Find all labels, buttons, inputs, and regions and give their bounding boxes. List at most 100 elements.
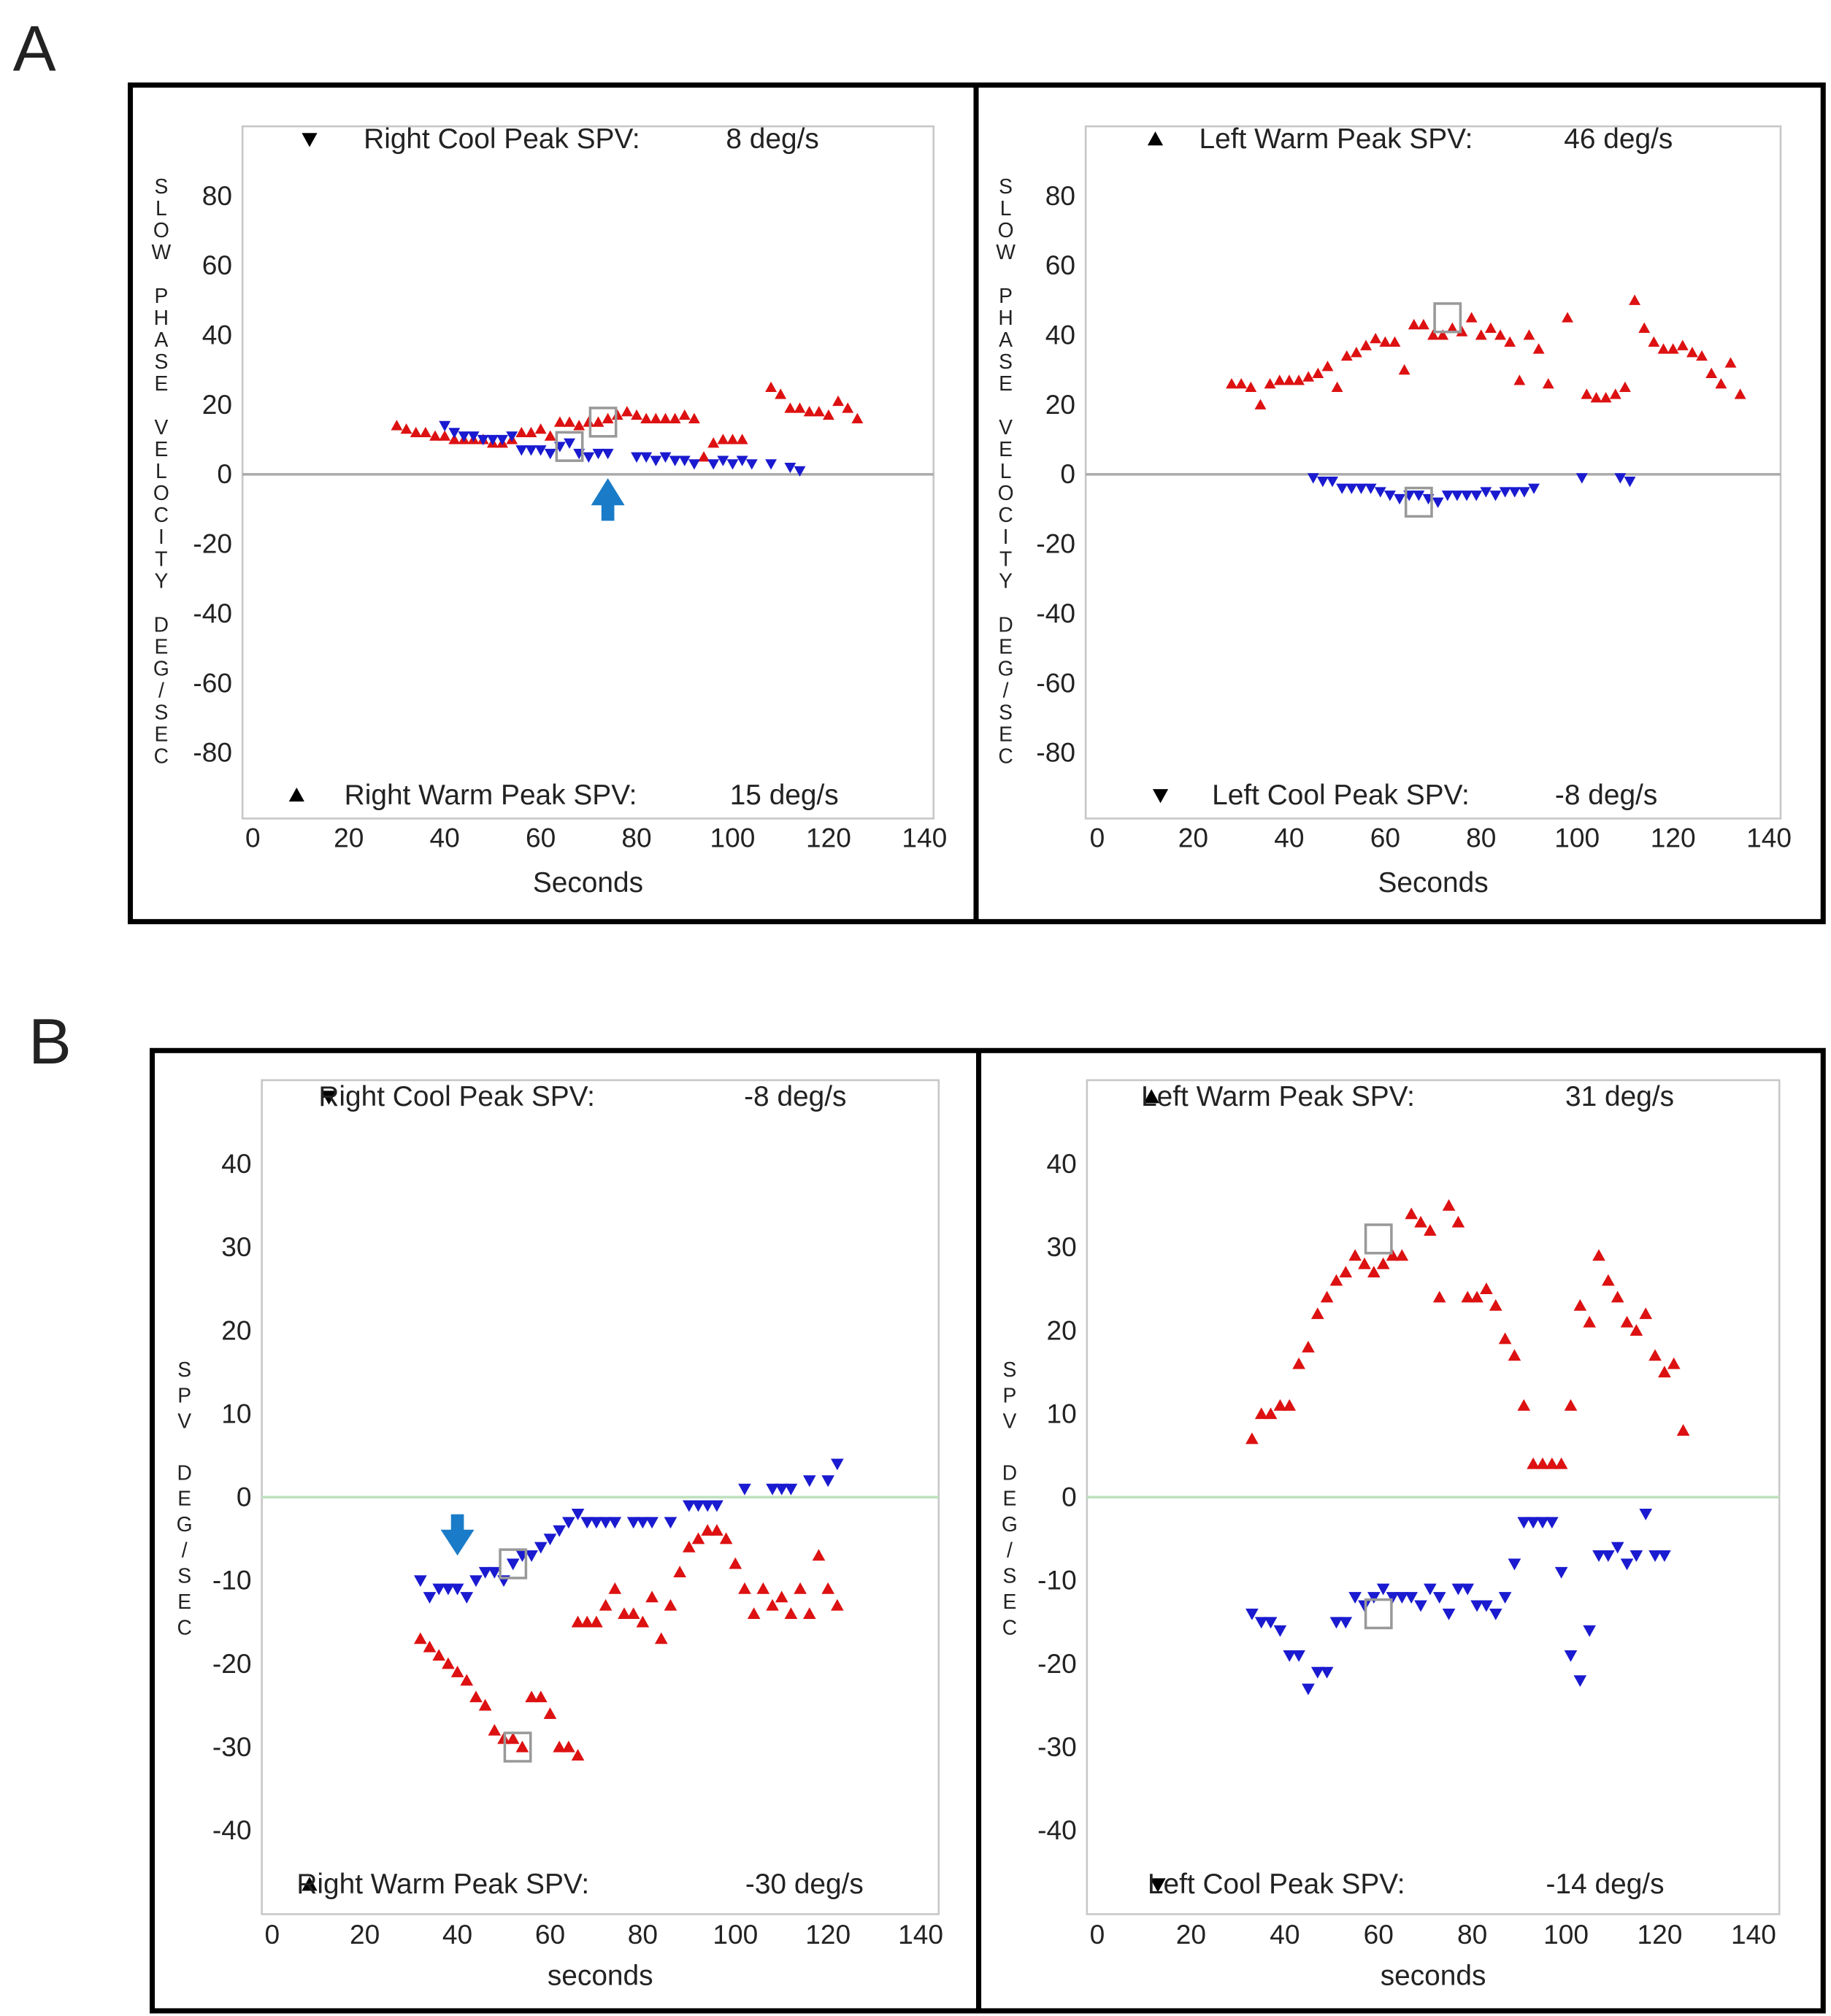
warm-data-point: [1254, 1407, 1268, 1420]
cool-data-point: [486, 434, 499, 446]
up-triangle-icon: [1143, 1089, 1159, 1104]
warm-data-point: [1648, 1349, 1662, 1361]
warm-data-point: [571, 1749, 585, 1761]
cool-data-point: [726, 459, 739, 470]
cool-data-point: [1348, 1592, 1362, 1604]
warm-data-point: [469, 1690, 483, 1703]
top-legend-label: Right Cool Peak SPV:: [364, 123, 640, 155]
cool-data-point: [626, 1517, 640, 1529]
panel-label-a: A: [13, 12, 56, 85]
y-tick-label: 40: [202, 320, 232, 350]
cool-data-point: [553, 1525, 566, 1537]
y-tick-label: 0: [1062, 1482, 1077, 1512]
cool-data-point: [784, 1483, 798, 1496]
peak-marker-box: [1433, 302, 1462, 334]
cool-data-point: [1630, 1550, 1643, 1562]
warm-data-point: [1542, 377, 1554, 389]
x-tick-label: 80: [1457, 1919, 1487, 1950]
cool-data-point: [602, 448, 614, 460]
warm-data-point: [1676, 1424, 1690, 1436]
warm-data-point: [1398, 363, 1410, 375]
up-triangle-icon: [1147, 131, 1164, 146]
warm-data-point: [631, 409, 642, 420]
cool-data-point: [707, 459, 720, 470]
y-tick-label: 20: [1046, 1315, 1076, 1345]
y-tick-label: -80: [1036, 737, 1075, 768]
x-tick-label: 80: [1466, 822, 1496, 853]
down-triangle-icon: [1152, 789, 1169, 804]
warm-data-point: [1498, 1332, 1512, 1344]
warm-data-point: [736, 434, 748, 445]
y-tick-label: -20: [193, 528, 232, 559]
chart-2: 0 20 40 60 80 100 120 140 80 60 40 20 0 -20 -40 -60 -80 S…: [996, 123, 1792, 899]
x-tick-label: 140: [898, 1919, 943, 1950]
warm-data-point: [1283, 1398, 1297, 1411]
y-tick-label: 20: [1045, 389, 1075, 420]
warm-data-point: [1427, 329, 1439, 340]
y-tick-label: 60: [202, 250, 232, 280]
cool-data-point: [1583, 1625, 1596, 1637]
arrow-down-icon: [440, 1514, 475, 1556]
x-tick-label: 80: [628, 1919, 658, 1950]
warm-data-point: [1310, 1307, 1324, 1320]
bottom-legend-value: -8 deg/s: [1555, 780, 1657, 811]
warm-data-point: [784, 1607, 798, 1620]
warm-data-point: [1320, 1290, 1334, 1303]
chart-3: 0 20 40 60 80 100 120 140403020100-10-20-30-40s…: [177, 1079, 943, 1992]
x-tick-label: 100: [710, 822, 756, 853]
warm-data-point: [1417, 318, 1429, 330]
cool-data-point: [467, 431, 480, 442]
cool-data-point: [645, 1517, 659, 1529]
warm-data-point: [794, 402, 806, 413]
warm-data-point: [701, 1524, 715, 1536]
bottom-legend-label: Right Warm Peak SPV:: [296, 1869, 589, 1900]
cool-data-point: [478, 1566, 492, 1579]
x-tick-label: 20: [1178, 822, 1208, 853]
cool-data-point: [469, 1575, 483, 1588]
warm-data-point: [400, 423, 412, 434]
warm-data-point: [534, 1690, 548, 1703]
warm-data-point: [832, 395, 845, 407]
cool-data-point: [1461, 1583, 1475, 1596]
warm-data-point: [775, 1590, 788, 1603]
warm-data-point: [1465, 312, 1478, 323]
cool-data-point: [738, 1483, 751, 1496]
warm-data-point: [1321, 361, 1334, 372]
warm-data-point: [611, 409, 623, 420]
warm-data-point: [707, 437, 720, 448]
y-tick-label: -40: [193, 598, 232, 628]
top-legend-label: Right Cool Peak SPV:: [318, 1081, 595, 1112]
warm-data-point: [678, 409, 691, 420]
warm-data-point: [1508, 1349, 1521, 1361]
warm-data-point: [1235, 377, 1248, 389]
warm-data-point: [691, 1532, 705, 1544]
warm-data-point: [1376, 1257, 1390, 1269]
x-tick-label: 20: [334, 822, 364, 853]
cool-data-point: [1451, 1583, 1465, 1596]
warm-data-point: [478, 1698, 492, 1711]
cool-data-point: [534, 1542, 548, 1554]
warm-data-point: [1517, 1398, 1531, 1411]
cool-data-point: [1424, 1583, 1437, 1596]
x-tick-label: 60: [526, 822, 556, 853]
warm-data-point: [654, 1632, 668, 1644]
y-tick-label: 10: [221, 1398, 251, 1428]
warm-data-point: [626, 1607, 640, 1620]
warm-data-point: [1592, 1249, 1605, 1261]
cool-data-point: [1310, 1666, 1324, 1679]
x-axis-label: Seconds: [533, 867, 643, 899]
cool-data-point: [583, 452, 595, 463]
warm-data-point: [1470, 1290, 1483, 1303]
panel-b-frame: [150, 1047, 1826, 2014]
cool-data-point: [682, 1500, 696, 1512]
warm-data-point: [515, 426, 528, 438]
cool-data-point: [413, 1575, 427, 1588]
warm-data-point: [1638, 322, 1651, 333]
cool-data-point: [640, 452, 653, 463]
cool-data-point: [1413, 490, 1425, 501]
warm-data-point: [534, 423, 547, 434]
cool-data-point: [562, 1517, 575, 1529]
x-tick-label: 0: [264, 1919, 280, 1950]
warm-data-point: [1358, 1257, 1371, 1269]
